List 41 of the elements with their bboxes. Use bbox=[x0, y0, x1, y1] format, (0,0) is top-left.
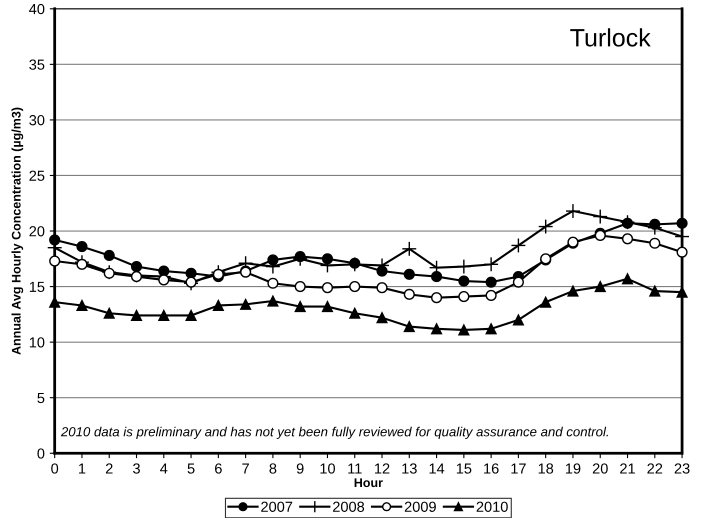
x-tick-label: 22 bbox=[647, 463, 662, 474]
legend-label: 2009 bbox=[404, 502, 436, 512]
x-tick-label: 5 bbox=[188, 464, 195, 474]
x-tick-label: 1 bbox=[79, 464, 86, 474]
text: Turlock bbox=[570, 28, 651, 47]
x-tick-label: 17 bbox=[511, 464, 526, 474]
legend-label: 2007 bbox=[261, 502, 292, 512]
y-tick-label: 5 bbox=[37, 392, 44, 404]
x-tick-label: 2 bbox=[106, 463, 113, 474]
x-tick-label: 14 bbox=[430, 464, 444, 474]
x-tick-label: 23 bbox=[674, 463, 690, 474]
x-tick-label: 15 bbox=[456, 464, 472, 474]
y-tick-label: 25 bbox=[29, 170, 44, 181]
legend-label: 2010 bbox=[476, 502, 508, 512]
x-tick-label: 20 bbox=[592, 463, 608, 474]
x-tick-label: 10 bbox=[320, 463, 335, 474]
y-tick-label: 40 bbox=[29, 4, 44, 14]
annotation: 2010 data is preliminary and has not yet been fully reviewed for quality assurance and control. bbox=[60, 426, 608, 440]
x-tick-label: 7 bbox=[242, 464, 249, 474]
x-tick-label: 0 bbox=[51, 463, 58, 474]
x-tick-label: 4 bbox=[160, 464, 168, 474]
x-tick-label: 21 bbox=[620, 463, 635, 474]
y-tick-label: 0 bbox=[37, 448, 44, 459]
y-tick-label: 20 bbox=[29, 226, 44, 236]
y-tick-label: 35 bbox=[29, 59, 44, 70]
x-tick-label: 11 bbox=[348, 464, 362, 474]
x-tick-label: 12 bbox=[375, 463, 390, 474]
x-tick-label: 8 bbox=[269, 463, 276, 474]
y-tick-label: 15 bbox=[30, 282, 44, 292]
y-tick-label: 30 bbox=[29, 115, 44, 126]
x-tick-label: 13 bbox=[402, 463, 417, 474]
y-axis-title: Annual Avg Hourly Concentration (µg/m3) bbox=[11, 108, 24, 355]
x-tick-label: 19 bbox=[566, 463, 580, 474]
y-tick-label: 10 bbox=[30, 337, 44, 348]
legend-label: 2008 bbox=[333, 502, 364, 512]
x-axis-title: Hour bbox=[354, 478, 383, 488]
x-tick-label: 16 bbox=[484, 463, 499, 474]
x-tick-label: 18 bbox=[538, 463, 554, 474]
x-tick-label: 6 bbox=[215, 463, 222, 474]
x-tick-label: 9 bbox=[296, 463, 304, 474]
x-tick-label: 3 bbox=[133, 463, 140, 474]
